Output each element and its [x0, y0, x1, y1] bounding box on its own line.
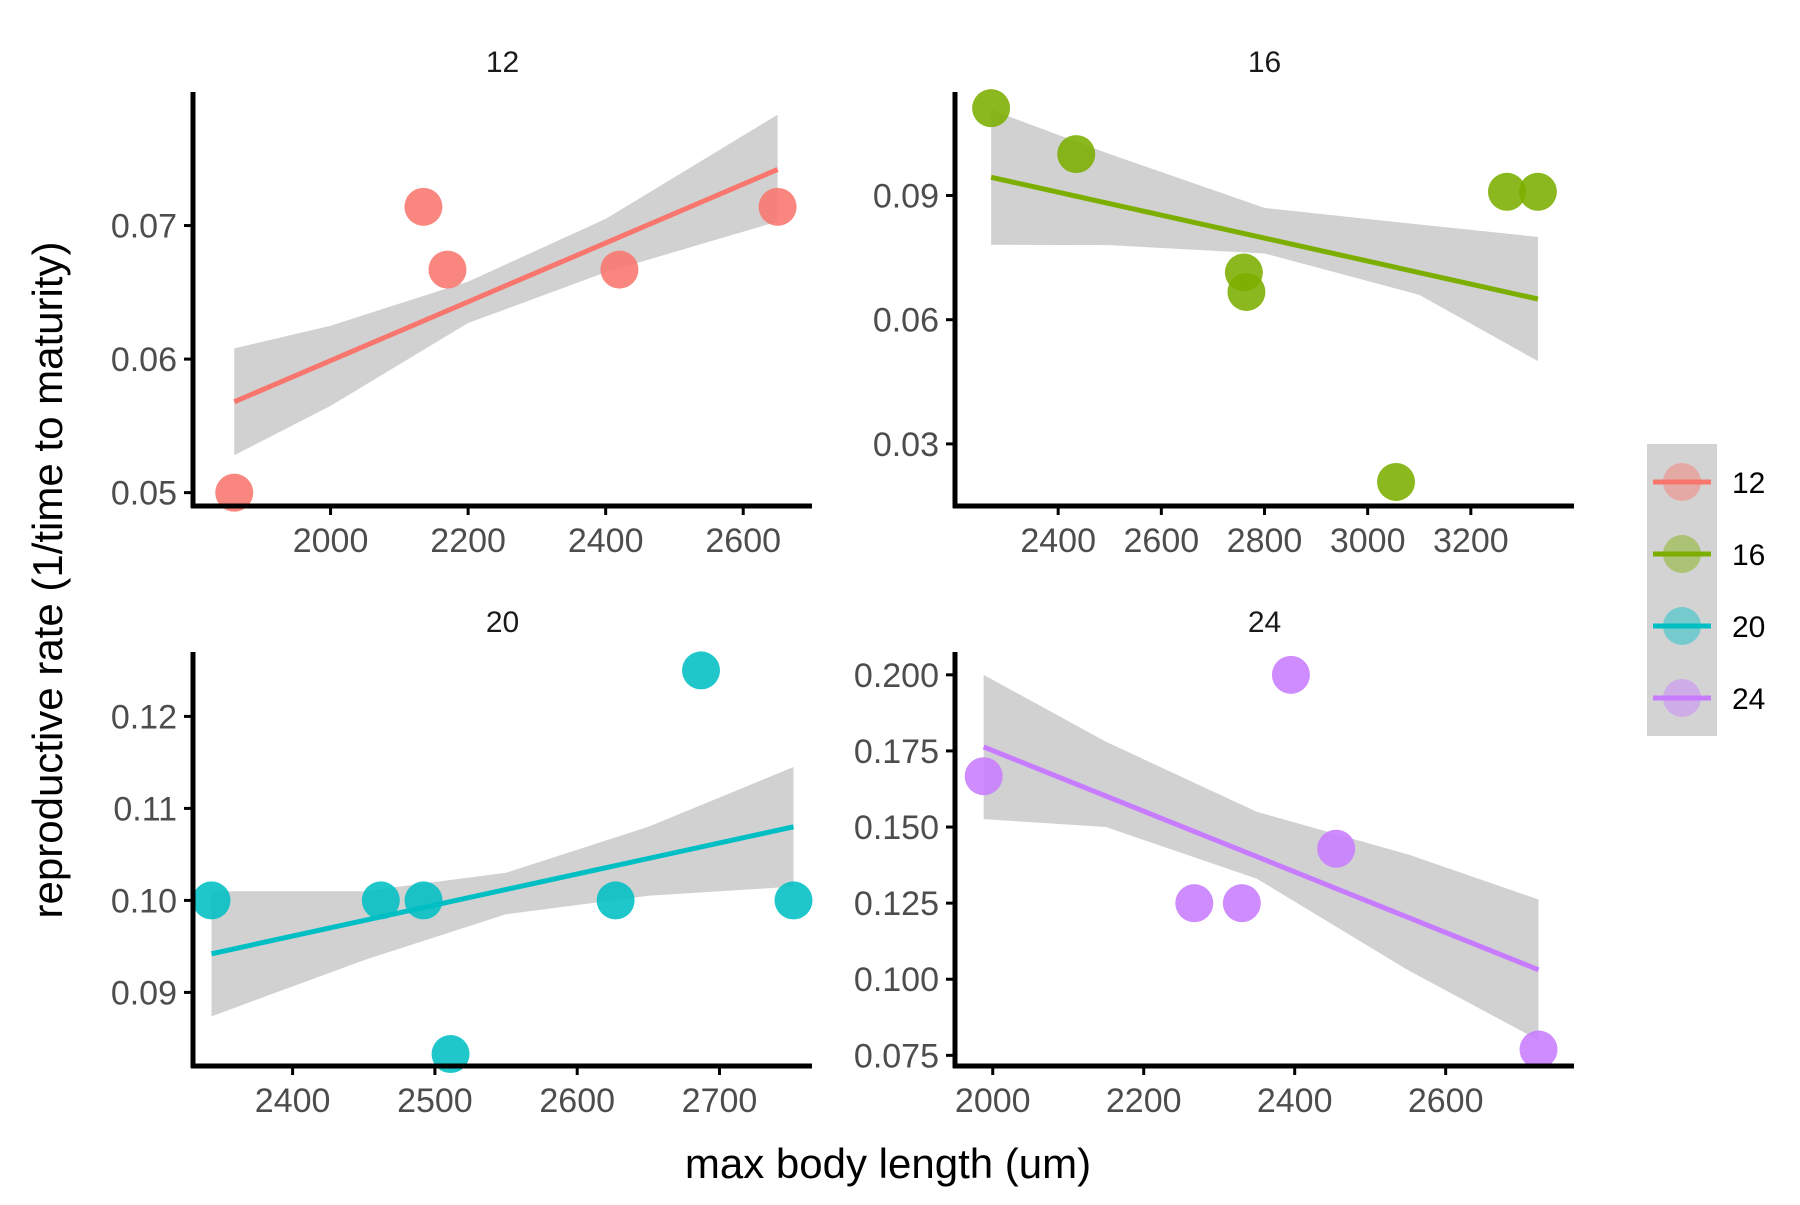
data-point: [682, 651, 721, 690]
x-tick-label: 2400: [1020, 522, 1096, 560]
data-point: [361, 881, 400, 920]
x-tick-label: 3000: [1330, 522, 1406, 560]
y-tick-label: 0.09: [873, 178, 939, 216]
data-point: [1377, 462, 1416, 501]
data-point: [964, 757, 1003, 796]
data-point: [404, 881, 443, 920]
legend-point-24: [1663, 679, 1701, 717]
y-tick-label: 0.07: [111, 208, 177, 246]
data-point: [972, 89, 1011, 128]
data-point: [1222, 884, 1261, 923]
y-tick-label: 0.06: [111, 341, 177, 379]
data-point: [600, 250, 639, 289]
data-point: [428, 250, 467, 289]
y-tick-label: 0.03: [873, 426, 939, 464]
legend-label-12: 12: [1732, 467, 1765, 500]
data-point: [1317, 829, 1356, 868]
y-tick-label: 0.075: [854, 1037, 939, 1075]
fit-line-24: [982, 744, 1540, 973]
legend-key-background: [1647, 444, 1717, 736]
data-point: [404, 187, 443, 226]
y-tick-label: 0.06: [873, 302, 939, 340]
data-point: [1518, 172, 1557, 211]
legend-point-16: [1663, 535, 1701, 573]
y-tick-label: 0.125: [854, 885, 939, 923]
data-point: [1519, 1030, 1558, 1069]
data-point: [758, 187, 797, 226]
y-tick-label: 0.05: [111, 475, 177, 513]
fit-line-16: [990, 174, 1539, 302]
y-tick-label: 0.175: [854, 733, 939, 771]
legend-label-20: 20: [1732, 611, 1765, 644]
legend-label-24: 24: [1732, 683, 1765, 716]
panel-title-12: 12: [486, 46, 519, 79]
legend-point-20: [1663, 607, 1701, 645]
x-tick-label: 3200: [1433, 522, 1509, 560]
y-tick-label: 0.150: [854, 809, 939, 847]
x-tick-label: 2200: [1106, 1082, 1182, 1120]
y-tick-label: 0.200: [854, 657, 939, 695]
fit-line-20: [210, 824, 795, 957]
y-tick-label: 0.10: [111, 882, 177, 920]
panel-12: 12 0.05 0.06 0.07 2000 2200 2400 2600: [111, 46, 812, 560]
x-tick-label: 2400: [1257, 1082, 1333, 1120]
panel-16: 16 0.03 0.06 0.09 2400 2600 2800 3000 3200: [873, 46, 1574, 560]
panels-layer: 12 0.05 0.06 0.07 2000 2200 2400 2600 16 0.03 0.06…: [111, 46, 1574, 1120]
data-point: [1271, 655, 1310, 694]
data-point: [1057, 135, 1096, 174]
x-tick-label: 2600: [1124, 522, 1200, 560]
x-tick-label: 2400: [568, 522, 644, 560]
legend-label-16: 16: [1732, 539, 1765, 572]
legend: 12 16 20 24: [1647, 444, 1765, 736]
y-tick-label: 0.11: [113, 790, 177, 828]
x-tick-label: 2600: [1408, 1082, 1484, 1120]
x-tick-label: 2400: [255, 1082, 331, 1120]
panel-24: 24 0.075 0.100 0.125 0.150 0.175 0.200 2000 2200…: [854, 606, 1574, 1120]
x-tick-label: 2600: [705, 522, 781, 560]
legend-point-12: [1663, 463, 1701, 501]
fit-line-12: [233, 167, 779, 405]
panel-title-24: 24: [1248, 606, 1281, 639]
panel-20: 20 0.09 0.10 0.11 0.12 2400 2500 2600 2700: [111, 606, 813, 1120]
x-axis-title: max body length (um): [685, 1140, 1091, 1187]
panel-title-20: 20: [486, 606, 519, 639]
data-point: [215, 473, 254, 512]
data-point: [1227, 272, 1266, 311]
y-tick-label: 0.09: [111, 974, 177, 1012]
data-point: [1487, 172, 1526, 211]
confidence-band-16: [991, 109, 1538, 362]
y-axis-title: reproductive rate (1/time to maturity): [24, 242, 71, 919]
x-tick-label: 2200: [430, 522, 506, 560]
y-tick-label: 0.100: [854, 961, 939, 999]
data-point: [596, 881, 635, 920]
panel-title-16: 16: [1248, 46, 1281, 79]
data-point: [1175, 884, 1214, 923]
x-tick-label: 2800: [1227, 522, 1303, 560]
x-tick-label: 2600: [539, 1082, 615, 1120]
x-tick-label: 2500: [397, 1082, 473, 1120]
x-tick-label: 2000: [293, 522, 369, 560]
x-tick-label: 2700: [682, 1082, 758, 1120]
y-tick-label: 0.12: [111, 698, 177, 736]
data-point: [774, 881, 813, 920]
data-point: [192, 881, 231, 920]
x-tick-label: 2000: [955, 1082, 1031, 1120]
